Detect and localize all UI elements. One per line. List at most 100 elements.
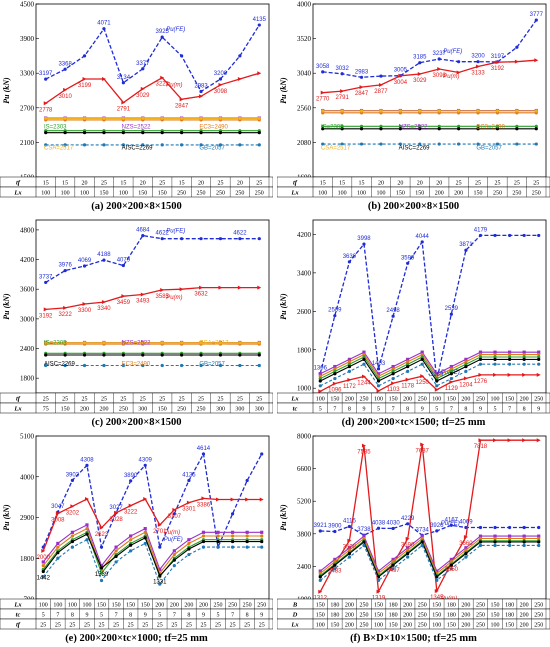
table-row-header: tf [16,622,21,629]
data-point [406,362,410,366]
data-point [129,549,133,553]
chart-panel-e: 7001800290040005100Pu (kN)Pu(FE)Pu(m)304… [0,433,273,644]
table-cell: 25 [200,623,206,629]
data-point [238,131,242,135]
series-line-gb [42,538,262,586]
data-point [187,538,191,542]
data-label: 3493 [136,298,150,304]
data-point [333,314,337,318]
data-point [101,300,106,305]
data-label: 4069 [78,258,92,264]
table-cell: 7 [56,613,59,619]
table-cell: 200 [345,397,354,403]
data-point [406,555,410,559]
y-tick-label: 1800 [20,555,35,563]
data-point [515,127,519,131]
data-point [478,536,483,541]
data-point [187,541,191,546]
data-point [376,384,381,388]
data-point [449,369,453,373]
data-point [522,438,527,443]
table-cell: 100 [68,603,77,609]
data-point [140,292,145,297]
table-cell: 150 [374,603,383,609]
data-point [376,388,381,393]
table-cell: 200 [345,623,354,629]
data-label: 3632 [194,292,208,298]
data-point [140,86,145,91]
data-point [85,527,89,531]
data-point [359,142,364,146]
y-tick-label: 3800 [297,530,312,538]
data-point [359,109,364,113]
data-label: 1306 [314,365,328,371]
table-cell: 250 [512,191,521,197]
table-cell: 200 [184,603,193,609]
table-cell: 25 [128,623,134,629]
data-point [114,510,119,515]
data-point [522,350,526,354]
data-point [347,548,352,552]
code-capacity-label: IS=2303 [44,125,67,131]
table-cell: 250 [534,397,543,403]
y-tick-label: 5200 [297,498,312,506]
data-point [522,233,526,238]
table-cell: 25 [84,623,90,629]
data-point [199,143,203,147]
table-cell: 150 [141,603,150,609]
data-point [201,452,206,456]
data-point [362,357,366,361]
data-point [515,142,519,146]
data-point [391,381,396,386]
data-point [121,81,125,85]
data-label: 2539 [445,306,459,312]
data-point [199,116,203,120]
table-cell: 5 [435,407,438,413]
data-point [199,237,203,241]
data-point [493,372,498,377]
table-cell: 25 [69,623,75,629]
data-point [478,350,483,354]
data-point [257,353,261,357]
data-point [478,233,483,238]
data-point [41,560,45,564]
table-cell: 250 [197,407,206,413]
table-cell: 200 [454,191,463,197]
data-label: 3058 [316,64,330,70]
data-label: 2000 [37,555,51,561]
data-point [102,143,106,147]
data-point [321,127,325,131]
data-point [456,70,461,75]
data-point [340,72,344,76]
data-label: 4030 [386,520,400,526]
data-point [82,131,87,135]
data-point [143,527,147,531]
data-point [406,360,410,364]
table-cell: 150 [112,603,121,609]
data-point [435,384,439,388]
table-cell: 25 [533,181,539,187]
table-cell: 250 [255,191,264,197]
data-label: 2791 [117,107,131,113]
data-point [478,357,483,361]
data-point [347,524,352,529]
data-label: 3590 [401,543,415,549]
data-point [230,530,235,534]
table-cell: 7 [392,407,395,413]
table-cell: 25 [494,181,500,187]
table-cell: 25 [99,623,105,629]
table-row-header: Lx [290,190,299,197]
data-label: 1129 [445,386,459,392]
data-point [534,18,538,22]
data-point [85,538,89,542]
table-cell: 200 [403,623,412,629]
data-point [230,545,235,549]
data-point [180,54,184,58]
y-tick-label: 2900 [20,514,35,522]
data-label: 1319 [372,596,386,602]
code-capacity-label: GB=2057 [476,145,502,151]
data-point [359,127,364,131]
y-tick-label: 3040 [297,70,312,78]
data-point [507,525,512,530]
table-cell: 25 [171,623,177,629]
